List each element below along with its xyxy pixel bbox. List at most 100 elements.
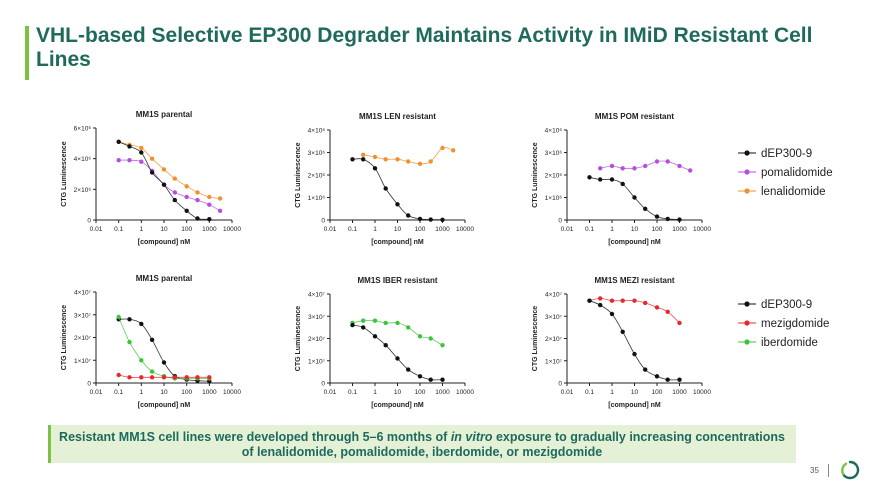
data-point-dEP300-9	[127, 317, 132, 322]
data-point-dEP300-9	[350, 322, 355, 328]
data-point-dEP300-9	[587, 298, 592, 303]
x-tick-label: 100	[415, 389, 426, 396]
data-point-dEP300-9	[609, 311, 615, 317]
data-point-pomalidomide	[139, 159, 144, 164]
y-tick-label: 4×10⁶	[74, 156, 92, 163]
data-point-dEP300-9	[417, 374, 423, 379]
data-point-dEP300-9	[406, 213, 411, 218]
data-point-pomalidomide	[195, 197, 200, 203]
x-tick-label: 1000	[435, 389, 450, 396]
data-point-dEP300-9	[361, 157, 366, 162]
data-point-lenalidomide	[428, 159, 433, 164]
data-point-dEP300-9	[395, 356, 400, 361]
data-point-mezigdomide	[184, 375, 189, 380]
chart-title: MM1S LEN resistant	[359, 112, 436, 121]
data-point-pomalidomide	[598, 166, 603, 171]
x-tick-label: 100	[652, 389, 663, 396]
x-tick-label: 1	[373, 389, 377, 396]
data-point-mezigdomide	[161, 375, 167, 380]
data-point-lenalidomide	[451, 148, 456, 153]
fit-curve-dEP300-9	[118, 318, 210, 382]
x-tick-label: 10	[631, 389, 639, 396]
data-point-dEP300-9	[383, 186, 388, 191]
chart-title: MM1S POM resistant	[595, 112, 674, 121]
page-number-divider	[828, 464, 829, 477]
data-point-pomalidomide	[609, 163, 615, 169]
x-tick-label: 0.1	[348, 226, 357, 233]
fit-curve-lenalidomide	[118, 141, 221, 199]
data-point-mezigdomide	[643, 300, 648, 306]
data-point-pomalidomide	[620, 166, 625, 171]
data-point-lenalidomide	[372, 154, 378, 160]
x-tick-label: 0.1	[585, 389, 594, 396]
data-point-iberdomide	[139, 358, 144, 363]
data-point-dEP300-9	[632, 351, 637, 357]
data-point-mezigdomide	[149, 375, 155, 380]
data-point-iberdomide	[127, 339, 132, 345]
data-point-dEP300-9	[677, 217, 682, 222]
x-tick-label: 1000	[435, 226, 450, 233]
x-tick-label: 10	[394, 389, 402, 396]
data-point-pomalidomide	[665, 159, 670, 164]
x-tick-label: 100	[181, 389, 192, 396]
data-point-dEP300-9	[161, 360, 167, 365]
data-point-dEP300-9	[172, 197, 177, 203]
data-point-mezigdomide	[665, 309, 670, 314]
x-tick-label: 0.01	[324, 389, 337, 396]
data-point-mezigdomide	[654, 305, 660, 310]
y-tick-label: 1×10⁶	[308, 195, 326, 202]
data-point-lenalidomide	[417, 161, 423, 166]
data-point-dEP300-9	[598, 302, 603, 308]
data-point-dEP300-9	[440, 217, 445, 222]
y-tick-label: 6×10⁶	[74, 126, 92, 133]
data-point-pomalidomide	[207, 202, 212, 207]
data-point-iberdomide	[417, 334, 423, 339]
data-point-dEP300-9	[195, 216, 200, 221]
y-tick-label: 4×10⁷	[308, 292, 326, 299]
x-tick-label: 1	[373, 226, 377, 233]
legend-label-mezigdomide: mezigdomide	[761, 318, 829, 330]
data-point-dEP300-9	[643, 367, 648, 372]
x-tick-label: 10	[631, 226, 639, 233]
y-axis-label: CTG Luminescence	[295, 306, 302, 371]
data-point-dEP300-9	[665, 216, 670, 222]
y-tick-label: 1×10⁶	[545, 195, 563, 202]
fit-curve-iberdomide	[118, 316, 210, 379]
fit-curve-dEP300-9	[352, 324, 443, 381]
data-point-mezigdomide	[139, 375, 144, 380]
x-tick-label: 0.01	[90, 226, 103, 233]
legend-marker-lenalidomide	[744, 188, 750, 194]
x-tick-label: 10000	[223, 389, 241, 396]
x-tick-label: 0.01	[324, 226, 337, 233]
data-point-pomalidomide	[217, 208, 223, 213]
data-point-iberdomide	[361, 318, 366, 323]
data-point-dEP300-9	[161, 182, 167, 187]
legend-label-pomalidomide: pomalidomide	[761, 167, 833, 179]
data-point-dEP300-9	[665, 377, 670, 382]
data-point-lenalidomide	[161, 167, 167, 172]
banner-text-part-2: exposure to gradually increasing concent…	[241, 430, 785, 459]
data-point-lenalidomide	[207, 194, 212, 200]
data-point-dEP300-9	[587, 175, 592, 180]
x-axis-label: [compound] nM	[608, 402, 661, 409]
y-tick-label: 4×10⁷	[545, 292, 563, 299]
y-tick-label: 2×10⁷	[74, 335, 92, 342]
data-point-dEP300-9	[184, 208, 189, 213]
data-point-lenalidomide	[361, 152, 366, 157]
x-tick-label: 10000	[456, 226, 474, 233]
chart-title: MM1S parental	[136, 274, 192, 283]
x-axis-label: [compound] nM	[138, 239, 191, 246]
data-point-pomalidomide	[643, 163, 648, 169]
x-tick-label: 0.1	[114, 226, 123, 233]
y-tick-label: 4×10⁷	[74, 290, 92, 297]
data-point-iberdomide	[428, 336, 433, 341]
data-point-dEP300-9	[620, 329, 625, 334]
y-tick-label: 4×10⁶	[545, 128, 563, 135]
x-tick-label: 0.1	[114, 389, 123, 396]
y-tick-label: 1×10⁷	[308, 358, 326, 365]
data-point-dEP300-9	[598, 177, 603, 182]
data-point-dEP300-9	[654, 374, 660, 379]
data-point-mezigdomide	[598, 296, 603, 301]
data-point-mezigdomide	[620, 298, 625, 303]
data-point-mezigdomide	[609, 298, 615, 303]
